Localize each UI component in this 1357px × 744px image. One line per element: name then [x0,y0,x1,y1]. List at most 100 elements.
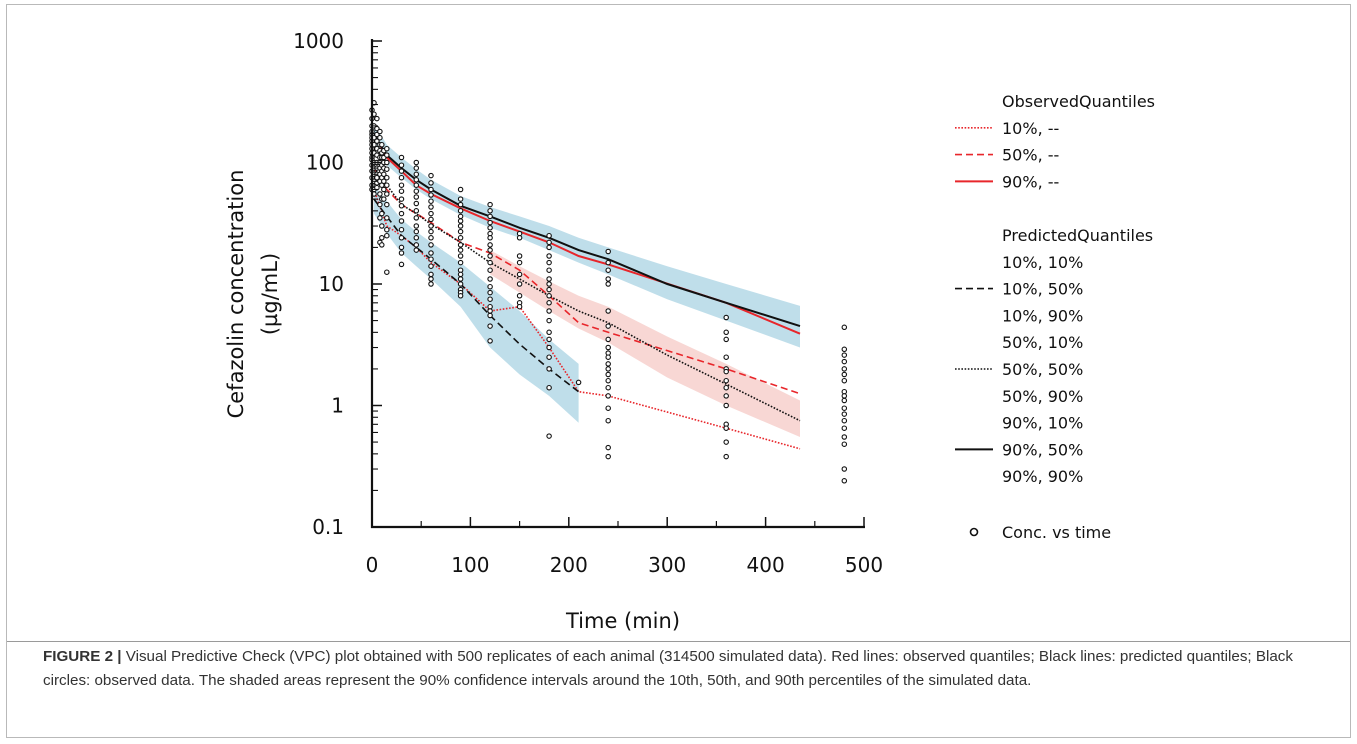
data-point [413,194,420,200]
data-point [487,312,493,319]
data-point [457,242,464,248]
legend-item: 90%, 90% [1002,467,1083,486]
data-point [428,192,434,198]
data-point [841,411,848,417]
data-point [428,235,434,241]
y-axis-label: Cefazolin concentration (µg/mL) [224,170,282,419]
data-point [384,191,390,197]
data-point [841,405,848,411]
data-point [605,384,611,391]
data-point [398,203,405,209]
data-point [487,276,493,282]
data-point [413,165,420,171]
data-point [413,188,420,194]
data-point [723,354,729,360]
vpc-chart: 0 100 200 300 400 500 0.1 1 10 100 1000 Time (min) C… [224,29,1155,633]
data-point [546,253,552,259]
caption-divider [7,641,1350,642]
x-tick-label: 300 [648,553,686,577]
x-tick-label: 100 [451,553,489,577]
data-point [487,225,493,231]
data-point [428,223,434,229]
data-point [546,281,552,287]
data-point [487,289,493,296]
data-point [457,281,464,287]
x-tick-label: 0 [366,553,379,577]
legend-item: 10%, 10% [1002,253,1083,272]
data-point [381,178,387,185]
data-point [381,196,387,202]
data-point [546,239,552,246]
data-point [605,267,611,273]
data-point [605,281,611,287]
data-point [457,228,464,235]
x-tick-label: 500 [845,553,883,577]
data-point [398,182,405,188]
y-axis-label-line: Cefazolin concentration [224,170,248,419]
data-point [384,182,390,188]
data-point [487,323,493,329]
data-point [413,235,420,241]
data-point [487,219,493,226]
data-point [546,259,552,266]
data-point [605,354,611,360]
data-point [546,300,552,306]
data-point [457,186,464,193]
data-point [546,354,552,360]
y-tick-label: 100 [306,151,344,175]
data-point [384,201,390,208]
data-point [428,242,434,248]
data-point [605,248,611,255]
data-point [398,154,405,161]
data-point [457,196,464,202]
data-point [841,352,848,358]
confidence-bands [374,123,800,437]
figure-caption: FIGURE 2 | Visual Predictive Check (VPC)… [43,645,1333,693]
data-point [546,232,552,239]
data-point [379,223,385,229]
data-point [546,276,552,282]
data-point [723,402,729,409]
data-point [428,281,434,287]
data-point [428,276,434,282]
legend-item: 50%, 10% [1002,333,1083,352]
data-point [841,393,848,399]
data-point [841,358,848,365]
data-point [546,293,552,299]
data-point [374,138,380,144]
data-point [428,186,434,193]
data-point [546,286,552,293]
data-point [413,247,420,253]
data-point [546,244,552,251]
data-point [413,182,420,188]
data-point [428,256,434,262]
legend-points-label: Conc. vs time [1002,523,1111,542]
data-point [377,215,383,221]
data-point [377,128,383,135]
data-point [723,377,729,384]
data-point [398,188,405,194]
data-point [413,200,420,207]
data-point [546,366,552,372]
data-point [605,405,611,411]
data-point [841,346,848,353]
data-point [487,213,493,220]
data-point [398,210,405,217]
data-point [457,208,464,214]
data-point [605,308,611,314]
data-point [723,453,729,460]
data-point [723,439,729,445]
y-axis-label-line: (µg/mL) [258,253,282,335]
data-point [723,393,729,399]
y-tick-label: 1 [331,394,344,418]
data-point [384,145,390,152]
data-point [413,223,420,229]
data-point [428,210,434,217]
legend-item: 10%, 50% [1002,280,1083,299]
data-point [516,253,523,259]
data-point [605,361,611,367]
data-point [384,226,390,233]
data-point [413,171,420,178]
data-point [457,259,464,266]
data-point [841,478,848,484]
